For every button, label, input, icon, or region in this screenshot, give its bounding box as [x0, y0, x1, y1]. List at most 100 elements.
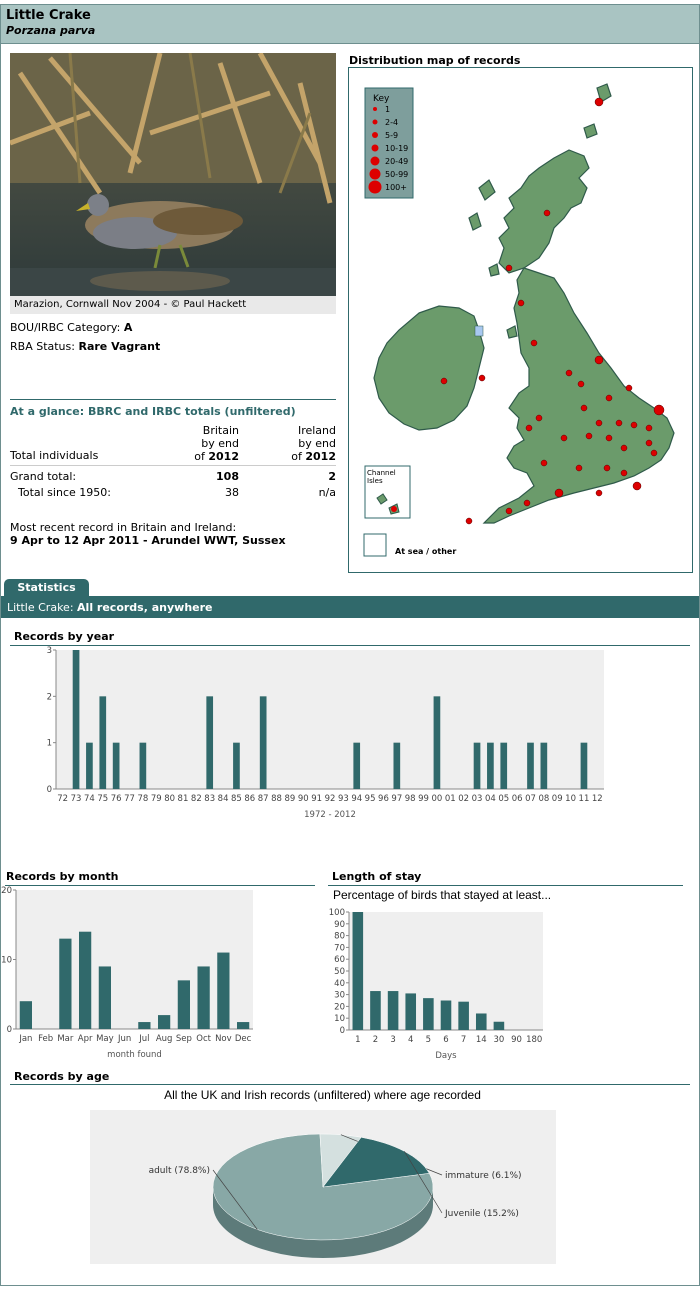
- channel-isles-inset: [364, 465, 411, 519]
- key-label-6: 100+: [385, 183, 407, 192]
- bird-photo-illustration: [10, 53, 336, 296]
- x-axis-label: Days: [435, 1051, 457, 1061]
- x-tick-label: 7: [461, 1035, 466, 1045]
- bar-May: [98, 966, 111, 1029]
- y-tick-label: 10: [1, 956, 12, 966]
- x-tick-label: 07: [525, 794, 536, 804]
- record-dot: [517, 299, 525, 307]
- record-dot: [615, 419, 623, 427]
- record-dot: [620, 469, 628, 477]
- map-key-box: [364, 87, 414, 199]
- bar-14: [475, 1013, 487, 1030]
- record-dot: [625, 384, 633, 392]
- x-tick-label: Jun: [117, 1034, 131, 1044]
- recent-record-label: Most recent record in Britain and Irelan…: [10, 521, 237, 534]
- by-age-line: [10, 1084, 690, 1085]
- rba-row: RBA Status: Rare Vagrant: [10, 340, 160, 353]
- record-dot: [594, 97, 604, 107]
- bar-5: [423, 998, 434, 1030]
- statistics-subbar: Little Crake: All records, anywhere: [1, 598, 699, 618]
- x-tick-label: 90: [511, 1035, 522, 1045]
- at-sea-box: [363, 533, 387, 557]
- record-dot: [575, 464, 583, 472]
- x-tick-label: 83: [204, 794, 215, 804]
- x-tick-label: 3: [390, 1035, 395, 1045]
- x-axis-label: month found: [107, 1050, 162, 1060]
- y-tick-label: 70: [334, 943, 345, 953]
- x-tick-label: 82: [191, 794, 202, 804]
- lough-neagh: [474, 325, 484, 337]
- subbar-species: Little Crake:: [7, 601, 74, 614]
- x-tick-label: Feb: [38, 1034, 53, 1044]
- x-tick-label: 05: [498, 794, 509, 804]
- record-dot: [525, 424, 533, 432]
- pie-label-0: adult (78.8%): [149, 1166, 210, 1176]
- bar-94: [353, 742, 361, 789]
- x-tick-label: 01: [445, 794, 456, 804]
- key-dot-0: [373, 107, 377, 111]
- pie-label-1: immature (6.1%): [445, 1171, 522, 1181]
- glance-divider: [10, 399, 336, 400]
- record-dot: [465, 517, 473, 525]
- bar-Oct: [197, 966, 210, 1029]
- by-age-title: Records by age: [14, 1070, 110, 1083]
- record-dot: [540, 459, 548, 467]
- record-dot: [595, 419, 603, 427]
- record-dot: [530, 339, 538, 347]
- x-tick-label: 72: [57, 794, 68, 804]
- bar-Nov: [217, 952, 230, 1029]
- stay-subtitle: Percentage of birds that stayed at least…: [333, 888, 552, 902]
- bar-Dec: [237, 1022, 250, 1029]
- pie-slice-2: [322, 1137, 430, 1188]
- map-title: Distribution map of records: [349, 54, 521, 67]
- tab-statistics[interactable]: Statistics: [4, 579, 89, 597]
- glance-table-rule: [10, 465, 336, 466]
- y-tick-label: 100: [329, 908, 345, 918]
- bar-87: [259, 696, 267, 789]
- bar-00: [433, 696, 441, 789]
- key-dot-3: [371, 144, 379, 152]
- key-label-1: 2-4: [385, 118, 398, 127]
- x-tick-label: 87: [258, 794, 269, 804]
- distribution-map: Key 1 2-4 5-9 10-19 20-49 50-99 100+ Channel I…: [348, 67, 693, 573]
- x-tick-label: 89: [284, 794, 295, 804]
- at-sea-label: At sea / other: [395, 547, 456, 556]
- records-by-age-pie: adult (78.8%) immature (6.1%) Juvenile (15…: [90, 1110, 556, 1264]
- rba-label: RBA Status:: [10, 340, 75, 353]
- glance-title: At a glance: BBRC and IRBC totals (unfil…: [10, 405, 296, 418]
- category-row: BOU/IRBC Category: A: [10, 321, 132, 334]
- pie-label-2: Juvenile (15.2%): [444, 1209, 519, 1219]
- x-tick-label: 1: [355, 1035, 360, 1045]
- x-tick-label: 04: [485, 794, 496, 804]
- record-dot: [478, 374, 486, 382]
- stay-line: [328, 885, 683, 886]
- x-axis-label: 1972 - 2012: [304, 810, 356, 820]
- record-dot: [645, 439, 653, 447]
- glance-britain-heading: Britain by end of 2012: [194, 424, 239, 463]
- x-tick-label: 10: [565, 794, 576, 804]
- x-tick-label: 90: [298, 794, 309, 804]
- records-by-month-chart: 0 10 20 Jan Feb Mar Apr May Jun Jul Aug Sep Oct Nov De…: [1, 886, 253, 1060]
- bar-Sep: [177, 980, 190, 1029]
- species-common-name: Little Crake: [6, 8, 91, 23]
- x-tick-label: Jan: [18, 1034, 32, 1044]
- x-tick-label: 2: [373, 1035, 378, 1045]
- category-value: A: [123, 321, 133, 334]
- record-dot: [543, 209, 551, 217]
- x-tick-label: 80: [164, 794, 175, 804]
- record-dot: [630, 421, 638, 429]
- record-dot: [605, 434, 613, 442]
- record-dot: [603, 464, 611, 472]
- y-tick-label: 2: [47, 692, 52, 702]
- stay-title: Length of stay: [332, 870, 422, 883]
- record-dot: [653, 404, 665, 416]
- channel-label-1: Channel: [367, 469, 396, 477]
- x-tick-label: 6: [443, 1035, 448, 1045]
- key-label-4: 20-49: [385, 157, 408, 166]
- x-tick-label: Apr: [78, 1034, 93, 1044]
- record-dot: [560, 434, 568, 442]
- subbar-scope: All records, anywhere: [77, 601, 213, 614]
- rba-value: Rare Vagrant: [78, 340, 161, 353]
- bar-Jan: [19, 1001, 32, 1029]
